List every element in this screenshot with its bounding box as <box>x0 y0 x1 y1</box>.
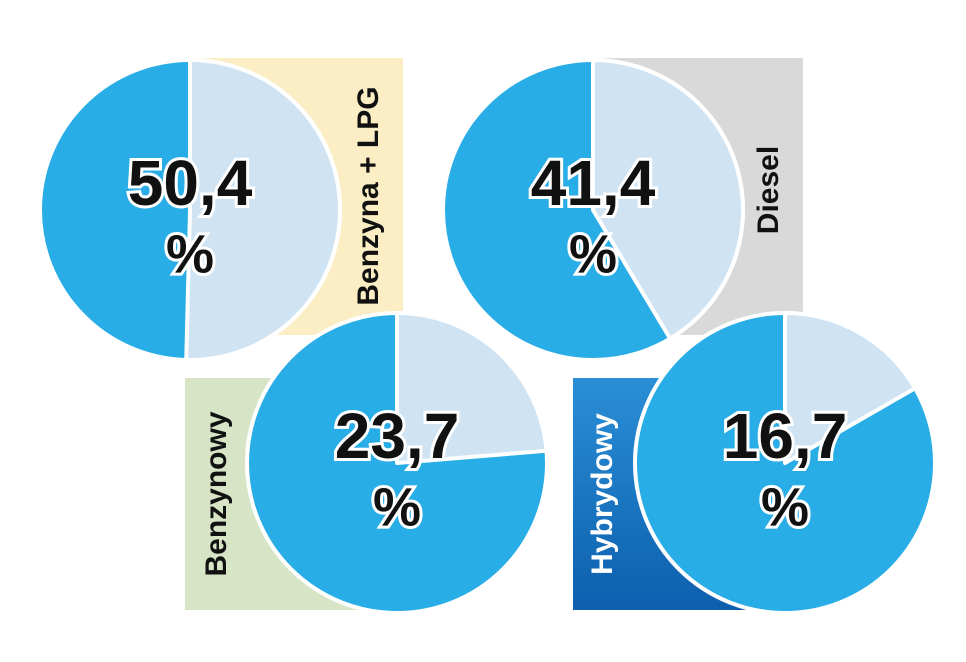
pie-slice <box>184 58 342 362</box>
value-label: 23,7 <box>335 400 460 472</box>
value-label: 41,4 <box>531 147 656 219</box>
unit-label: % <box>569 224 617 284</box>
slice-label-name: Benzyna + LPG <box>352 86 385 305</box>
value-label: 50,4 <box>128 147 253 219</box>
pie-slice <box>783 311 918 465</box>
slice-label-name: Benzynowy <box>200 411 233 576</box>
pie-slice <box>395 311 549 465</box>
unit-label: % <box>166 224 214 284</box>
unit-label: % <box>373 477 421 537</box>
slice-label-name: Hybrydowy <box>586 413 619 575</box>
unit-label: % <box>761 477 809 537</box>
value-label: 16,7 <box>723 400 848 472</box>
pie-slice <box>591 58 745 341</box>
slice-label-name: Diesel <box>752 146 785 234</box>
